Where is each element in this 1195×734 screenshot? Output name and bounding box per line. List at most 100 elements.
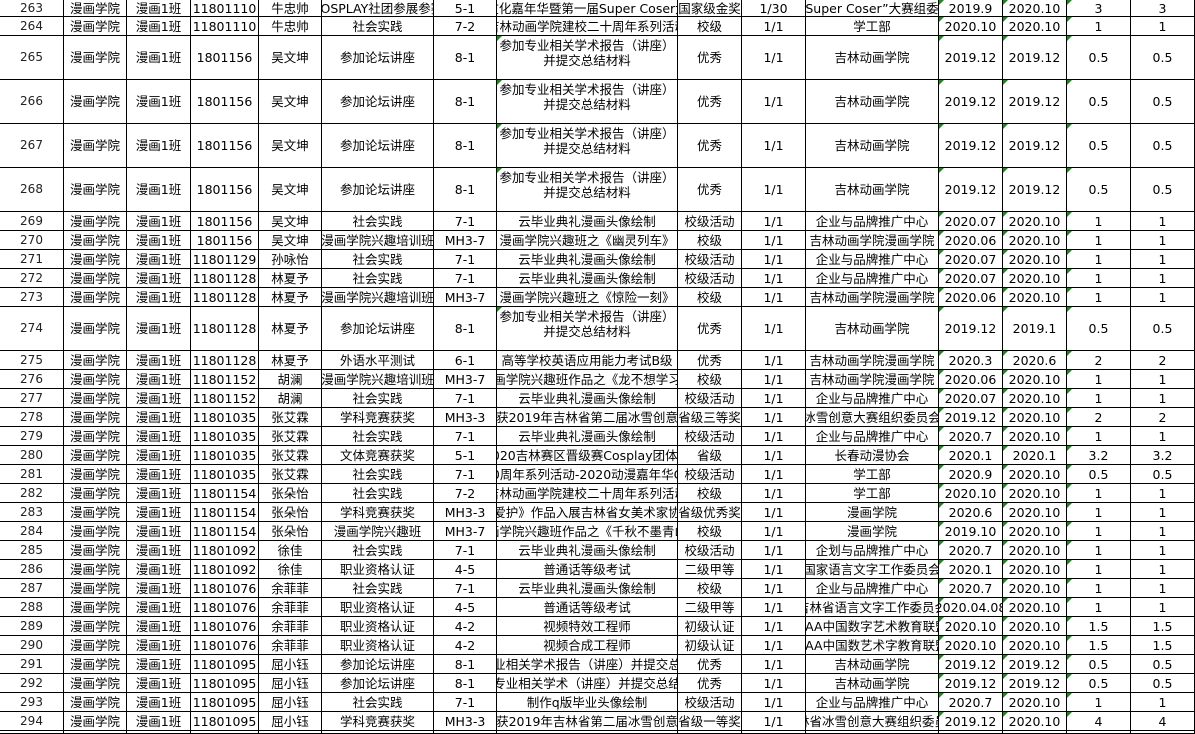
- cell-project[interactable]: 漫画学院兴趣班之《惊险一刻》: [497, 288, 678, 306]
- cell-code[interactable]: 5-1: [434, 446, 497, 464]
- cell-class[interactable]: 漫画1班: [127, 598, 191, 616]
- cell-level[interactable]: 校级活动: [678, 389, 742, 407]
- cell-start-date[interactable]: 2019.10: [939, 522, 1003, 540]
- cell-rank[interactable]: [742, 731, 806, 733]
- cell-row-number[interactable]: 280: [0, 446, 63, 464]
- cell-name[interactable]: 张艾霖: [259, 465, 322, 483]
- cell-score[interactable]: 1: [1067, 560, 1131, 578]
- cell-college[interactable]: 漫画学院: [63, 36, 127, 79]
- cell-rank[interactable]: 1/1: [742, 80, 806, 123]
- cell-student-id[interactable]: 1801156: [191, 80, 259, 123]
- cell-final-score[interactable]: 1: [1131, 17, 1195, 35]
- cell-final-score[interactable]: 0.5: [1131, 80, 1195, 123]
- cell-end-date[interactable]: 2019.12: [1003, 674, 1067, 692]
- cell-rank[interactable]: 1/1: [742, 522, 806, 540]
- cell-organizer[interactable]: 吉林动画学院: [806, 36, 939, 79]
- cell-score[interactable]: 0.5: [1067, 168, 1131, 211]
- cell-rank[interactable]: 1/1: [742, 168, 806, 211]
- cell-category[interactable]: 社会实践: [322, 693, 434, 711]
- cell-row-number[interactable]: 263: [0, 0, 63, 16]
- cell-class[interactable]: 漫画1班: [127, 124, 191, 167]
- cell-end-date[interactable]: 2020.10: [1003, 560, 1067, 578]
- cell-organizer[interactable]: 长春动漫协会: [806, 446, 939, 464]
- cell-project[interactable]: 高等学校英语应用能力考试B级: [497, 351, 678, 369]
- cell-start-date[interactable]: 2020.7: [939, 541, 1003, 559]
- cell-student-id[interactable]: 11801154: [191, 522, 259, 540]
- cell-code[interactable]: 7-1: [434, 269, 497, 287]
- cell-level[interactable]: 优秀: [678, 674, 742, 692]
- cell-code[interactable]: 4-2: [434, 617, 497, 635]
- cell-final-score[interactable]: 2: [1131, 408, 1195, 426]
- cell-level[interactable]: 省级一等奖: [678, 712, 742, 730]
- cell-code[interactable]: 7-1: [434, 693, 497, 711]
- cell-start-date[interactable]: 2020.06: [939, 231, 1003, 249]
- cell-final-score[interactable]: 1: [1131, 579, 1195, 597]
- cell-project[interactable]: 云毕业典礼漫画头像绘制: [497, 212, 678, 230]
- cell-college[interactable]: 漫画学院: [63, 579, 127, 597]
- cell-class[interactable]: 漫画1班: [127, 0, 191, 16]
- cell-student-id[interactable]: 11801095: [191, 712, 259, 730]
- cell-class[interactable]: 漫画1班: [127, 370, 191, 388]
- cell-student-id[interactable]: 11801035: [191, 408, 259, 426]
- cell-end-date[interactable]: 2020.10: [1003, 269, 1067, 287]
- cell-college[interactable]: 漫画学院: [63, 351, 127, 369]
- cell-code[interactable]: MH3-7: [434, 231, 497, 249]
- cell-project[interactable]: 参加专业相关学术报告（讲座） 并提交总结材料: [497, 36, 678, 79]
- cell-final-score[interactable]: 1: [1131, 288, 1195, 306]
- cell-code[interactable]: 7-1: [434, 541, 497, 559]
- cell-organizer[interactable]: 企业与品牌推广中心: [806, 693, 939, 711]
- cell-rank[interactable]: 1/1: [742, 636, 806, 654]
- cell-level[interactable]: 初级认证: [678, 636, 742, 654]
- cell-class[interactable]: 漫画1班: [127, 351, 191, 369]
- cell-category[interactable]: 参加论坛讲座: [322, 36, 434, 79]
- cell-class[interactable]: 漫画1班: [127, 503, 191, 521]
- cell-name[interactable]: 张艾霖: [259, 408, 322, 426]
- cell-level[interactable]: 校级: [678, 484, 742, 502]
- cell-score[interactable]: 1: [1067, 269, 1131, 287]
- cell-level[interactable]: 省级三等奖: [678, 408, 742, 426]
- cell-end-date[interactable]: 2020.10: [1003, 579, 1067, 597]
- cell-score[interactable]: [1067, 731, 1131, 733]
- cell-category[interactable]: 社会实践: [322, 427, 434, 445]
- cell-name[interactable]: 林夏予: [259, 307, 322, 350]
- cell-college[interactable]: 漫画学院: [63, 541, 127, 559]
- cell-class[interactable]: 漫画1班: [127, 36, 191, 79]
- cell-code[interactable]: 8-1: [434, 80, 497, 123]
- cell-rank[interactable]: 1/1: [742, 712, 806, 730]
- cell-project[interactable]: 2020吉林赛区晋级赛Cosplay团体赛: [497, 446, 678, 464]
- cell-project[interactable]: 普通话等级考试: [497, 598, 678, 616]
- cell-organizer[interactable]: 国家语言文字工作委员会: [806, 560, 939, 578]
- cell-category[interactable]: 职业资格认证: [322, 598, 434, 616]
- cell-college[interactable]: 漫画学院: [63, 446, 127, 464]
- cell-score[interactable]: 4: [1067, 712, 1131, 730]
- cell-start-date[interactable]: 2020.3: [939, 351, 1003, 369]
- cell-code[interactable]: 4-5: [434, 560, 497, 578]
- cell-code[interactable]: 8-1: [434, 674, 497, 692]
- cell-name[interactable]: 余菲菲: [259, 617, 322, 635]
- cell-category[interactable]: 参加论坛讲座: [322, 655, 434, 673]
- cell-row-number[interactable]: 283: [0, 503, 63, 521]
- cell-final-score[interactable]: 1: [1131, 541, 1195, 559]
- cell-category[interactable]: 外语水平测试: [322, 351, 434, 369]
- cell-organizer[interactable]: 企划与品牌推广中心: [806, 541, 939, 559]
- cell-end-date[interactable]: 2020.10: [1003, 370, 1067, 388]
- cell-level[interactable]: 校级: [678, 17, 742, 35]
- cell-college[interactable]: 漫画学院: [63, 655, 127, 673]
- cell-category[interactable]: 社会实践: [322, 389, 434, 407]
- cell-row-number[interactable]: 264: [0, 17, 63, 35]
- cell-score[interactable]: 0.5: [1067, 307, 1131, 350]
- cell-start-date[interactable]: 2019.9: [939, 0, 1003, 16]
- cell-row-number[interactable]: 269: [0, 212, 63, 230]
- cell-end-date[interactable]: 2019.12: [1003, 80, 1067, 123]
- cell-code[interactable]: MH3-7: [434, 288, 497, 306]
- cell-student-id[interactable]: 11801095: [191, 674, 259, 692]
- cell-organizer[interactable]: 吉林动画学院漫画学院: [806, 351, 939, 369]
- cell-student-id[interactable]: 11801128: [191, 307, 259, 350]
- cell-level[interactable]: 校级: [678, 231, 742, 249]
- cell-rank[interactable]: 1/1: [742, 598, 806, 616]
- cell-class[interactable]: 漫画1班: [127, 307, 191, 350]
- cell-row-number[interactable]: 291: [0, 655, 63, 673]
- cell-row-number[interactable]: 292: [0, 674, 63, 692]
- cell-final-score[interactable]: 4: [1131, 712, 1195, 730]
- cell-category[interactable]: 漫画学院兴趣培训班: [322, 370, 434, 388]
